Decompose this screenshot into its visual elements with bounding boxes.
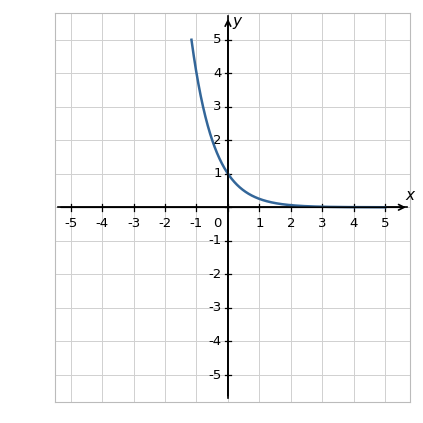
Text: 3: 3 bbox=[318, 217, 327, 231]
Text: -1: -1 bbox=[190, 217, 203, 231]
Text: 1: 1 bbox=[213, 167, 222, 180]
Text: -3: -3 bbox=[127, 217, 140, 231]
Text: 2: 2 bbox=[286, 217, 295, 231]
Text: -1: -1 bbox=[209, 234, 222, 247]
Text: x: x bbox=[406, 188, 415, 203]
Text: 1: 1 bbox=[255, 217, 264, 231]
Text: -5: -5 bbox=[209, 368, 222, 382]
Text: -4: -4 bbox=[209, 335, 222, 348]
Text: 4: 4 bbox=[213, 66, 222, 80]
Text: -5: -5 bbox=[64, 217, 77, 231]
Text: 0: 0 bbox=[213, 217, 222, 231]
Text: -2: -2 bbox=[159, 217, 172, 231]
Text: y: y bbox=[233, 14, 242, 29]
Text: 5: 5 bbox=[213, 33, 222, 46]
Text: -2: -2 bbox=[209, 268, 222, 281]
Text: 2: 2 bbox=[213, 134, 222, 147]
Text: 4: 4 bbox=[349, 217, 358, 231]
Text: -3: -3 bbox=[209, 302, 222, 314]
Text: 5: 5 bbox=[381, 217, 390, 231]
Text: -4: -4 bbox=[96, 217, 109, 231]
Text: 3: 3 bbox=[213, 100, 222, 113]
